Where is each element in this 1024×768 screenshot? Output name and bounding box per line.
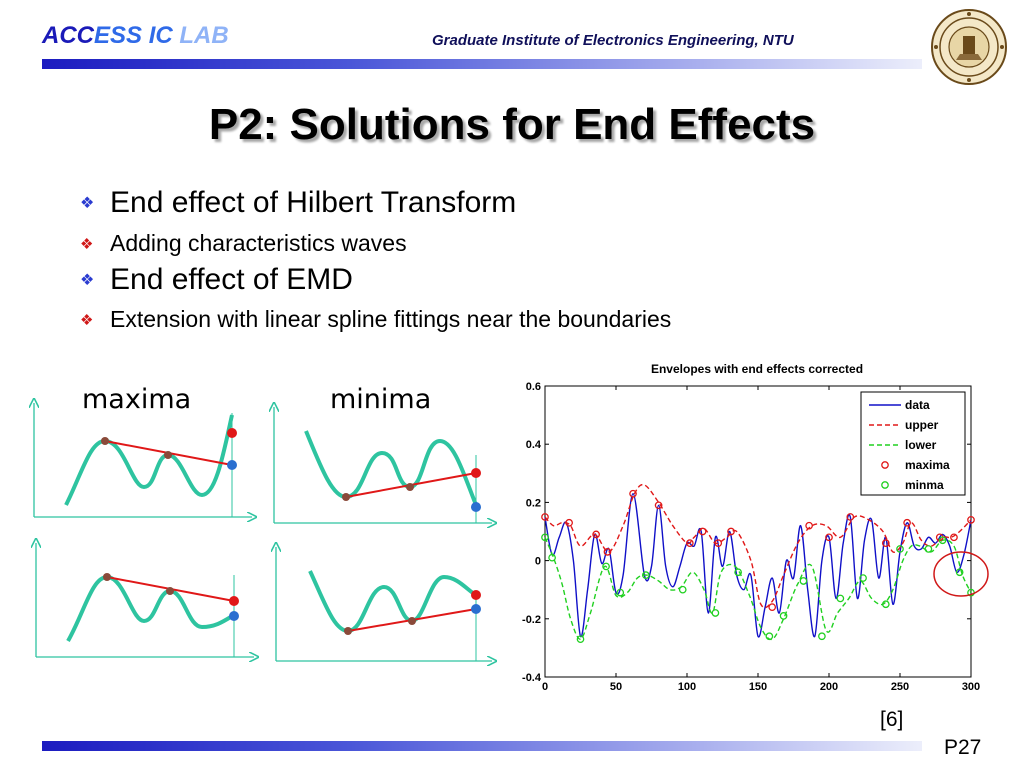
minma-marker: [602, 562, 610, 571]
legend-label: upper: [905, 418, 939, 432]
signal-curve: [308, 570, 478, 634]
maxima-marker: [629, 489, 637, 498]
slide-title: P2: Solutions for End Effects: [208, 100, 816, 149]
minma-marker: [765, 632, 774, 641]
x-tick-label: 50: [610, 681, 622, 693]
bullet-item: ❖ Adding characteristics waves: [80, 230, 407, 257]
lab-title-part-1: ACC: [42, 22, 94, 49]
maxima-marker: [714, 539, 723, 547]
minma-marker: [779, 612, 788, 620]
minma-marker: [541, 533, 549, 542]
minma-marker: [881, 600, 890, 609]
bullet-item: ❖ Extension with linear spline fittings …: [80, 306, 671, 333]
y-tick-label: 0.2: [526, 497, 541, 509]
minma-marker: [955, 568, 964, 577]
maxima-marker: [698, 527, 707, 536]
legend-swatch: [881, 481, 889, 489]
header-divider-bar: [42, 59, 922, 69]
y-tick-label: -0.4: [522, 672, 542, 684]
maxima-marker: [881, 539, 890, 547]
minma-marker: [938, 536, 947, 545]
x-tick-label: 300: [962, 681, 980, 693]
x-tick-label: 150: [749, 681, 767, 693]
legend-box: [860, 391, 966, 496]
maxima-marker: [603, 548, 612, 556]
signal-curve: [304, 430, 478, 506]
minma-marker: [924, 545, 933, 553]
lab-title: ACCESS IC LAB: [42, 22, 229, 50]
y-tick-label: -0.2: [522, 614, 541, 626]
maxima-marker: [825, 533, 833, 542]
bullet-text: End effect of EMD: [110, 263, 353, 296]
sketch-label-minima: minima: [330, 384, 432, 415]
bullet-text: End effect of Hilbert Transform: [110, 186, 517, 219]
minma-marker: [616, 588, 625, 597]
diamond-bullet-icon: ❖: [80, 311, 94, 329]
y-tick-label: 0.6: [526, 381, 541, 393]
legend-swatch: [881, 461, 889, 469]
maxima-marker: [950, 533, 958, 542]
x-tick-label: 200: [820, 681, 838, 693]
bullet-text: Adding characteristics waves: [110, 230, 407, 256]
maxima-marker: [768, 603, 777, 612]
footer-divider-bar: [42, 741, 922, 751]
y-tick-label: 0.4: [526, 439, 542, 451]
university-seal-logo: [931, 9, 1007, 85]
maxima-marker: [846, 513, 855, 521]
sketch-label-maxima: maxima: [82, 384, 192, 415]
sketch-panel-minima-top: [274, 407, 492, 523]
y-tick-label: 0: [535, 556, 541, 568]
minma-marker: [799, 577, 808, 585]
sketch-panel-minima-bottom: [276, 547, 492, 661]
sketch-panel-maxima-top: [34, 403, 252, 517]
legend-label: minma: [905, 478, 944, 492]
lab-title-part-2: ESS IC: [94, 22, 180, 49]
bullet-item: ❖ End effect of Hilbert Transform: [80, 186, 516, 220]
maxima-marker: [685, 539, 694, 547]
x-tick-label: 0: [542, 681, 548, 693]
maxima-marker: [541, 513, 549, 521]
chart-title: Envelopes with end effects corrected: [651, 362, 863, 376]
bullet-item: ❖ End effect of EMD: [80, 263, 353, 297]
legend-label: lower: [905, 438, 937, 452]
maxima-marker: [805, 521, 813, 530]
sketch-panel-maxima-bottom: [36, 543, 254, 657]
minma-marker: [548, 553, 556, 562]
x-tick-label: 250: [891, 681, 909, 693]
maxima-marker: [565, 518, 573, 527]
envelope-chart: Envelopes with end effects corrected 0 50…: [522, 362, 989, 693]
minma-marker: [859, 574, 867, 582]
end-effect-highlight-circle: [933, 551, 989, 597]
legend-label: maxima: [905, 458, 950, 472]
maxima-marker: [727, 527, 735, 536]
end-extension-sketches: [20, 395, 500, 675]
minma-marker: [818, 632, 826, 641]
minma-marker: [896, 545, 904, 553]
minma-marker: [576, 635, 585, 644]
minma-marker: [836, 594, 845, 603]
institute-name: Graduate Institute of Electronics Engine…: [432, 32, 794, 49]
minma-marker: [678, 585, 687, 594]
reference-number: [6]: [880, 708, 904, 731]
page-number: P27: [944, 736, 982, 759]
bullet-text: Extension with linear spline fittings ne…: [110, 306, 672, 332]
maxima-marker: [654, 501, 663, 510]
minma-marker: [641, 571, 650, 579]
maxima-marker: [967, 516, 975, 524]
minma-marker: [734, 568, 742, 577]
diamond-bullet-icon: ❖: [80, 195, 95, 212]
minma-marker: [711, 609, 720, 617]
signal-curve: [64, 414, 234, 506]
diamond-bullet-icon: ❖: [80, 235, 94, 253]
maxima-marker: [592, 530, 600, 539]
maxima-marker: [903, 518, 911, 527]
diamond-bullet-icon: ❖: [80, 272, 95, 289]
lab-title-part-3: LAB: [179, 22, 229, 49]
signal-curve: [66, 574, 236, 642]
legend-label: data: [905, 398, 930, 412]
x-tick-label: 100: [678, 681, 696, 693]
lower-series-line: [544, 537, 972, 641]
